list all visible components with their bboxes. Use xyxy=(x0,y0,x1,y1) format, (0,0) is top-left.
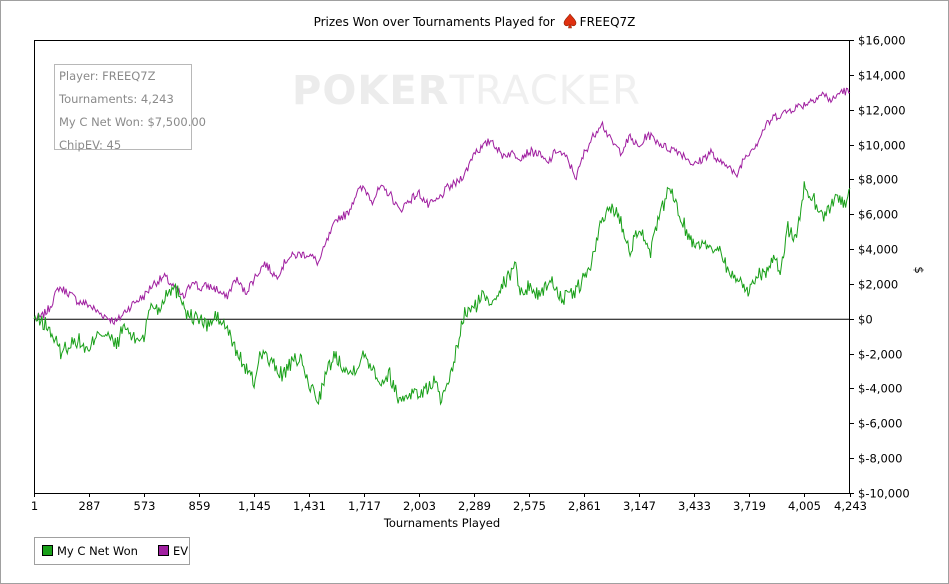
x-axis: 1 287 573 859 1,145 1,431 1,717 2,003 2,289 2,575… xyxy=(31,493,867,513)
y-tick-label: $2,000 xyxy=(858,278,898,292)
y-tick-label: $16,000 xyxy=(858,34,906,48)
x-tick-label: 573 xyxy=(134,499,156,513)
chart-title: Prizes Won over Tournaments Played for F… xyxy=(0,13,949,32)
player-info-box: Player: FREEQ7Z Tournaments: 4,243 My C … xyxy=(54,64,206,152)
x-tick-label: 287 xyxy=(79,499,101,513)
x-tick-label: 1,145 xyxy=(238,499,271,513)
spade-icon xyxy=(562,13,578,32)
y-tick-label: $6,000 xyxy=(858,208,898,222)
x-tick-label: 2,861 xyxy=(568,499,601,513)
series-line-net-won xyxy=(33,181,851,406)
y-tick-label: $8,000 xyxy=(858,173,898,187)
y-tick-label: $-4,000 xyxy=(858,382,902,396)
y-tick-label: $-6,000 xyxy=(858,417,902,431)
y-tick-label: $-8,000 xyxy=(858,452,902,466)
y-tick-label: $10,000 xyxy=(858,139,906,153)
chart-legend: My C Net Won EV xyxy=(34,537,190,565)
legend-swatch-ev xyxy=(158,545,169,556)
legend-item-net-won: My C Net Won xyxy=(42,544,138,558)
info-player: Player: FREEQ7Z xyxy=(59,69,156,83)
plot-area xyxy=(34,40,850,494)
info-net-won: My C Net Won: $7,500.00 xyxy=(59,115,206,129)
x-tick-label: 1,431 xyxy=(293,499,326,513)
y-tick-label: $0 xyxy=(858,313,873,327)
legend-item-ev: EV xyxy=(158,544,188,558)
x-tick-label: 1 xyxy=(31,499,38,513)
info-chip-ev: ChipEV: 45 xyxy=(59,138,122,152)
y-tick-label: $14,000 xyxy=(858,69,906,83)
chart-title-text: Prizes Won over Tournaments Played for xyxy=(313,15,555,29)
y-axis: $16,000 $14,000 $12,000 $10,000 $8,000 $6,000… xyxy=(850,34,910,501)
y-tick-label: $12,000 xyxy=(858,104,906,118)
y-axis-label: $ xyxy=(912,266,926,273)
pokertracker-watermark: POKERTRACKER xyxy=(292,68,641,114)
info-tournaments: Tournaments: 4,243 xyxy=(59,92,174,106)
x-tick-label: 2,575 xyxy=(513,499,546,513)
x-tick-label: 3,433 xyxy=(678,499,711,513)
y-tick-label: $-2,000 xyxy=(858,348,902,362)
x-axis-label: Tournaments Played xyxy=(383,516,500,530)
x-tick-label: 1,717 xyxy=(348,499,381,513)
x-tick-label: 2,289 xyxy=(458,499,491,513)
y-tick-label: $4,000 xyxy=(858,243,898,257)
y-tick-label: $-10,000 xyxy=(858,487,910,501)
legend-swatch-net-won xyxy=(42,545,53,556)
x-tick-label: 2,003 xyxy=(403,499,436,513)
x-tick-label: 859 xyxy=(189,499,211,513)
x-tick-label: 4,005 xyxy=(788,499,821,513)
series-line-ev xyxy=(33,87,851,326)
x-tick-label: 3,147 xyxy=(623,499,656,513)
chart-title-player: FREEQ7Z xyxy=(579,15,636,29)
x-tick-label: 3,719 xyxy=(733,499,766,513)
x-tick-label: 4,243 xyxy=(834,499,867,513)
